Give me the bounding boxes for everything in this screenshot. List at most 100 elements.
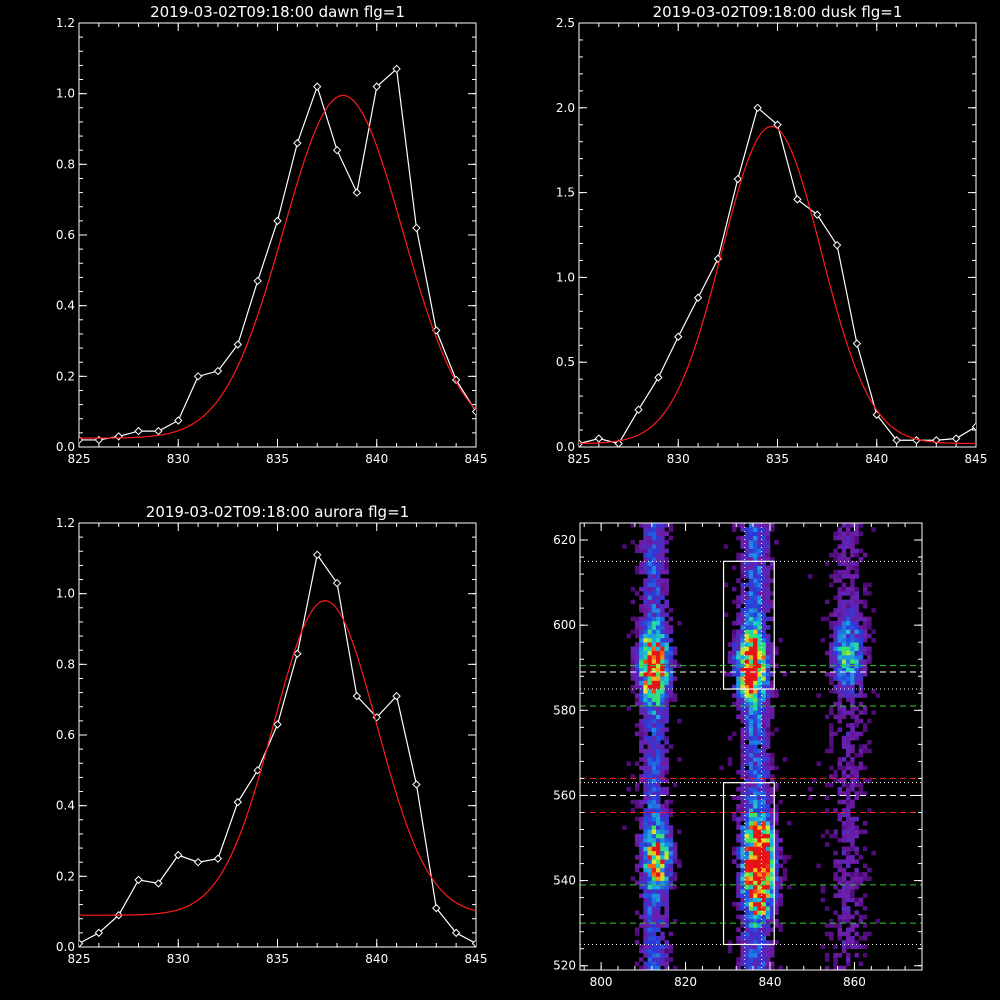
y-tick-label: 0.2	[56, 369, 75, 383]
data-point-diamond	[293, 138, 302, 148]
spectrum-plot-2: 825 830 835 840 845 0.0 0.2 0.4 0.6 0.8 1.0 1.2 2019…	[56, 503, 488, 966]
y-tick-label: 1.0	[56, 87, 75, 101]
data-point-diamond	[951, 434, 961, 443]
data-point-diamond	[253, 766, 262, 775]
y-tick-label: 1.2	[56, 516, 75, 530]
data-point-diamond	[273, 720, 282, 729]
x-tick-label: 830	[167, 952, 190, 966]
x-tick-label: 820	[674, 975, 697, 989]
data-point-diamond	[114, 432, 123, 441]
data-point-diamond	[154, 426, 163, 436]
data-line	[79, 553, 476, 944]
y-tick-label: 1.2	[56, 16, 75, 30]
data-point-diamond	[332, 578, 342, 588]
data-point-diamond	[654, 373, 663, 382]
x-tick-label: 830	[667, 452, 690, 466]
x-tick-label: 825	[68, 452, 91, 466]
x-tick-label: 840	[365, 952, 388, 966]
data-point-diamond	[154, 879, 163, 888]
data-point-diamond	[312, 550, 322, 560]
data-point-diamond	[812, 210, 822, 219]
x-tick-label: 825	[68, 952, 91, 966]
x-tick-label: 830	[167, 452, 190, 466]
y-tick-label: 0.5	[556, 355, 575, 369]
data-point-diamond	[134, 426, 143, 436]
data-point-diamond	[412, 223, 421, 233]
chart-title: 2019-03-02T09:18:00 dawn flg=1	[150, 3, 405, 21]
y-tick-label: 0.8	[56, 657, 75, 671]
y-tick-label: 0.8	[56, 157, 75, 171]
data-point-diamond	[134, 875, 143, 885]
x-tick-label: 825	[568, 452, 591, 466]
data-point-diamond	[693, 293, 703, 302]
y-tick-label: 0.0	[56, 940, 75, 954]
x-tick-label: 835	[266, 952, 289, 966]
y-tick-label: 560	[553, 788, 576, 802]
chart-title: 2019-03-02T09:18:00 dusk flg=1	[653, 3, 903, 21]
data-point-diamond	[733, 174, 743, 184]
x-tick-label: 840	[865, 452, 888, 466]
spectrum-plot-0: 825 830 835 840 845 0.0 0.2 0.4 0.6 0.8 1.0 1.2 2019…	[56, 3, 488, 466]
data-point-diamond	[634, 405, 643, 414]
data-line	[79, 67, 476, 441]
data-point-diamond	[432, 903, 441, 913]
data-point-diamond	[892, 436, 901, 445]
data-point-diamond	[392, 64, 401, 74]
data-point-diamond	[471, 939, 476, 947]
x-tick-label: 845	[465, 952, 488, 966]
y-tick-label: 0.4	[56, 299, 75, 313]
x-tick-label: 835	[266, 452, 289, 466]
y-tick-label: 0.0	[56, 440, 75, 454]
data-point-diamond	[852, 339, 862, 348]
data-point-diamond	[614, 439, 623, 447]
y-tick-label: 1.0	[56, 587, 75, 601]
data-point-diamond	[352, 691, 362, 701]
spectral-image-heatmap: 800 820 840 860 520 540 560 580 600 620	[553, 522, 923, 989]
y-tick-label: 0.0	[556, 440, 575, 454]
y-tick-label: 2.5	[556, 16, 575, 30]
gaussian-fit-line	[79, 94, 476, 439]
data-point-diamond	[213, 366, 223, 376]
x-tick-label: 800	[590, 975, 613, 989]
data-point-diamond	[94, 928, 104, 938]
region-box	[722, 560, 775, 690]
data-point-diamond	[213, 854, 223, 863]
y-tick-label: 0.4	[56, 799, 75, 813]
gaussian-fit-line	[79, 600, 476, 916]
y-tick-label: 1.5	[556, 186, 575, 200]
y-tick-label: 620	[553, 533, 576, 547]
y-tick-label: 2.0	[556, 101, 575, 115]
data-point-diamond	[193, 857, 203, 867]
data-point-diamond	[832, 240, 842, 250]
y-tick-label: 0.6	[56, 228, 75, 242]
x-tick-label: 845	[465, 452, 488, 466]
plot-frame	[78, 22, 477, 448]
region-box	[722, 782, 775, 946]
data-point-diamond	[471, 407, 476, 416]
data-point-diamond	[253, 276, 262, 286]
x-tick-label: 840	[365, 452, 388, 466]
data-point-diamond	[332, 145, 342, 155]
y-tick-label: 600	[553, 618, 576, 632]
spectrum-plot-1: 825 830 835 840 845 0.0 0.5 1.0 1.5 2.0 2.5 2019-03…	[556, 3, 988, 466]
data-point-diamond	[79, 435, 84, 445]
data-line	[579, 106, 976, 445]
y-tick-label: 580	[553, 703, 576, 717]
plot-frame	[579, 522, 923, 971]
data-point-diamond	[293, 649, 302, 658]
y-tick-label: 0.6	[56, 728, 75, 742]
data-point-diamond	[193, 372, 203, 381]
y-tick-label: 520	[553, 959, 576, 973]
gaussian-fit-line	[579, 125, 976, 445]
data-point-diamond	[971, 422, 976, 431]
x-tick-label: 845	[965, 452, 988, 466]
data-point-diamond	[451, 928, 461, 938]
plot-frame	[578, 22, 977, 448]
data-point-diamond	[753, 103, 762, 113]
data-point-diamond	[273, 216, 282, 226]
x-tick-label: 860	[843, 975, 866, 989]
data-point-diamond	[352, 188, 362, 197]
chart-title: 2019-03-02T09:18:00 aurora flg=1	[146, 503, 409, 521]
data-point-diamond	[392, 691, 401, 701]
data-point-diamond	[312, 82, 322, 91]
